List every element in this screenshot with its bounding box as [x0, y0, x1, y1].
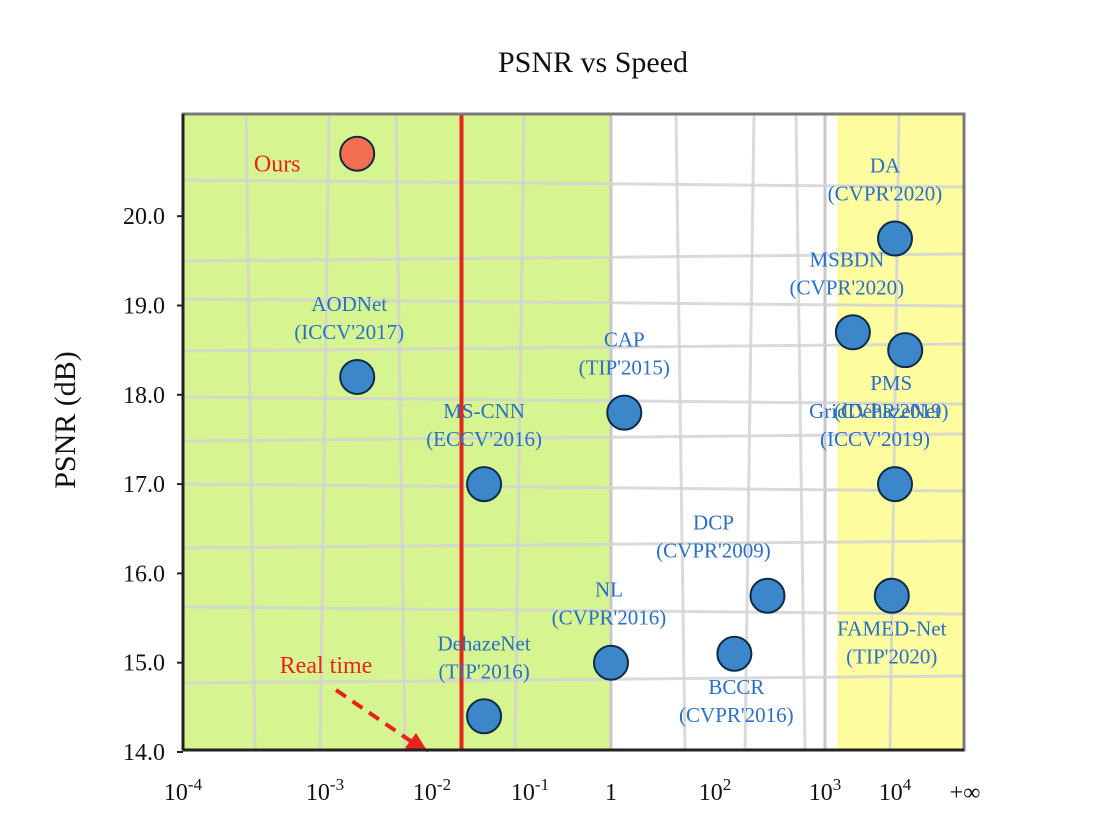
label-pms: PMS [870, 371, 912, 395]
background-grid [182, 113, 965, 751]
point-nl [593, 644, 629, 681]
point-ms-cnn [466, 466, 503, 503]
grid-line [794, 113, 807, 751]
x-tick-label: 104 [879, 775, 912, 806]
real-time-marker: Real time [280, 114, 464, 752]
real-time-arrow [334, 688, 414, 744]
region-yellow [837, 114, 964, 750]
x-tick-label: 102 [699, 775, 732, 806]
point-dcp [749, 577, 786, 614]
point-dehazenet [466, 698, 503, 735]
grid-line [513, 113, 526, 751]
label-dcp: DCP [693, 511, 734, 535]
venue-msbdn: (CVPR'2020) [790, 275, 905, 299]
y-tick-label: 15.0 [123, 651, 165, 677]
label-msbdn: MSBDN [810, 247, 885, 271]
grid-line [394, 113, 407, 751]
x-tick-label: 10-4 [164, 775, 203, 806]
x-tick-label: 10-3 [306, 775, 344, 806]
x-tick-label: 103 [809, 775, 842, 806]
y-tick-label: 14.0 [123, 740, 165, 766]
y-tick-label: 19.0 [123, 294, 165, 320]
grid-line [182, 297, 965, 308]
real-time-label: Real time [280, 653, 373, 679]
chart-title: PSNR vs Speed [498, 46, 688, 79]
grid-line [318, 113, 331, 751]
point-griddehazenet [877, 466, 913, 503]
venue-griddehazenet: (ICCV'2019) [820, 427, 930, 451]
label-ms-cnn: MS-CNN [443, 399, 525, 423]
grid-line [182, 674, 965, 685]
venue-famed-net: (TIP'2020) [846, 645, 937, 669]
venue-cap: (TIP'2015) [579, 356, 670, 380]
grid-line [182, 605, 965, 616]
venue-da: (CVPR'2020) [828, 182, 943, 206]
label-famed-net: FAMED-Net [837, 617, 946, 641]
y-tick-label: 16.0 [123, 561, 165, 587]
point-cap [606, 394, 643, 431]
y-tick-label: 20.0 [123, 204, 165, 230]
point-pms [887, 332, 924, 369]
axes: 14.0 15.0 16.0 17.0 18.0 19.0 20.0 10-4 10-3 10-2… [123, 112, 981, 806]
y-tick-label: 18.0 [123, 383, 165, 409]
label-bccr: BCCR [708, 675, 764, 699]
venue-bccr: (CVPR'2016) [679, 703, 794, 727]
real-time-arrowhead [405, 733, 428, 752]
point-famed-net [873, 577, 910, 614]
grid-line [244, 113, 257, 751]
label-cap: CAP [604, 328, 645, 352]
venue-pms: (CVPR'2019) [834, 399, 949, 423]
venue-nl: (CVPR'2016) [552, 606, 667, 630]
label-griddehazenet: GridDehazeNet [809, 399, 941, 423]
label-ours: Ours [254, 152, 301, 178]
grid-line [182, 539, 965, 550]
x-tick-label: 1 [605, 780, 617, 806]
y-tick-label: 17.0 [123, 472, 165, 498]
y-axis-label: PSNR (dB) [49, 351, 82, 489]
x-tick-label: +∞ [950, 780, 981, 806]
venue-ms-cnn: (ECCV'2016) [426, 427, 542, 451]
grid-line [182, 342, 965, 353]
grid-line [182, 252, 965, 263]
grid-line [182, 178, 965, 189]
point-ours [339, 135, 376, 172]
label-dehazenet: DehazeNet [437, 631, 530, 655]
point-bccr [716, 635, 753, 672]
grid-line [674, 113, 687, 751]
label-da: DA [870, 154, 901, 178]
x-tick-label: 10-2 [413, 775, 451, 806]
point-aodnet [339, 358, 376, 395]
label-aodnet: AODNet [311, 292, 387, 316]
venue-dehazenet: (TIP'2016) [438, 659, 529, 683]
x-tick-label: 10-1 [511, 775, 549, 806]
point-da [877, 220, 913, 257]
venue-aodnet: (ICCV'2017) [294, 320, 404, 344]
label-nl: NL [595, 578, 623, 602]
venue-dcp: (CVPR'2009) [656, 539, 771, 563]
data-points: Ours AODNet (ICCV'2017) MS-CNN (ECCV'2016) De… [254, 135, 949, 735]
point-msbdn [834, 314, 871, 351]
grid-line [182, 395, 965, 406]
grid-line [182, 482, 965, 493]
grid-line [888, 113, 901, 751]
grid-line [182, 432, 965, 443]
